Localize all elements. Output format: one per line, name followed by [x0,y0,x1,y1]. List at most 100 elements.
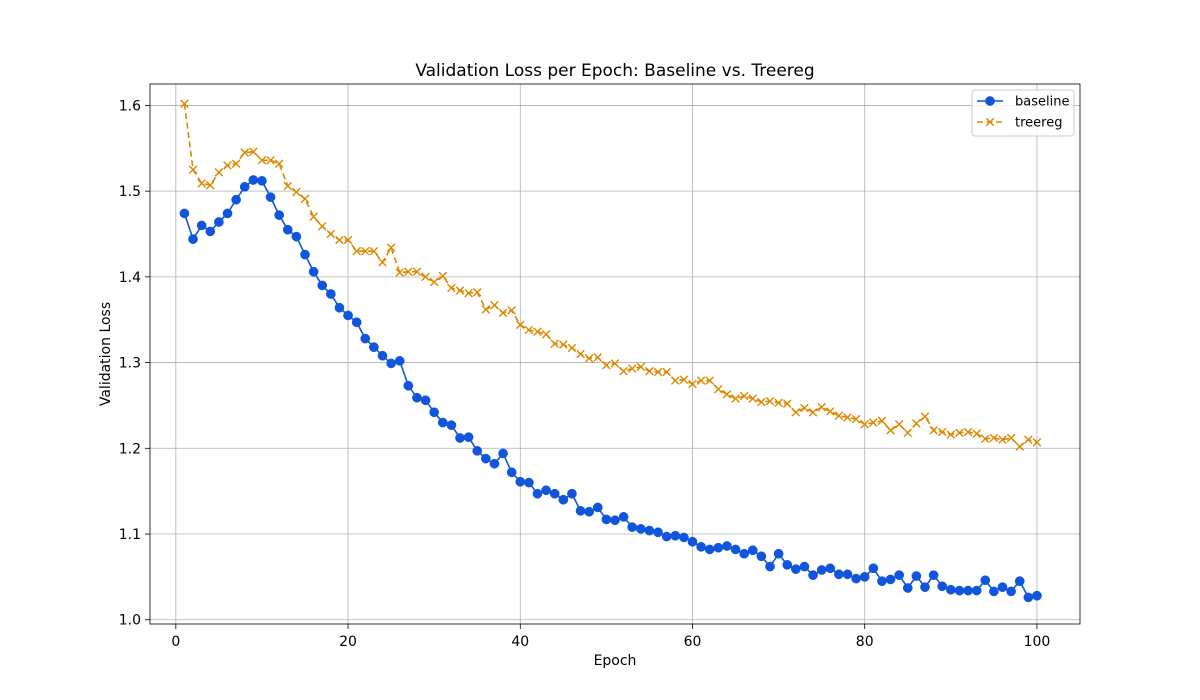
baseline-point [747,545,758,556]
baseline-point [713,542,724,553]
baseline-point [317,280,328,291]
treereg-point [877,416,887,426]
y-tick-label: 1.0 [119,613,141,629]
baseline-point [679,532,689,543]
baseline-point [558,494,569,505]
baseline-point [971,585,982,596]
treereg-point [843,413,852,422]
treereg-point [421,272,430,282]
baseline-point [300,249,310,260]
baseline-point [429,407,440,418]
baseline-point [730,544,741,555]
treereg-point [274,159,284,169]
treereg-point [980,434,990,444]
treereg-point [757,397,766,407]
baseline-point [799,561,810,572]
legend-marker [985,117,995,127]
baseline-point [489,458,500,469]
baseline-point [704,544,715,555]
treereg-point [214,167,224,177]
treereg-point [188,165,198,175]
treereg-point [386,243,396,253]
treereg-point [714,384,723,394]
treereg-point [438,271,448,281]
treereg-point [1024,435,1033,445]
x-tick-label: 80 [856,634,874,650]
treereg-point [559,340,568,349]
baseline-point [877,576,887,586]
baseline-point [902,583,913,593]
baseline-point [601,514,612,525]
baseline-point [282,224,293,235]
baseline-point [420,395,431,406]
baseline-point [179,208,190,219]
treereg-point [696,376,706,385]
treereg-point [610,359,620,368]
treereg-point [464,288,473,298]
treereg-point [602,360,611,370]
treereg-point [705,376,715,385]
treereg-point [834,411,844,421]
treereg-point [266,155,275,165]
treereg-point [946,430,956,439]
baseline-point [412,392,422,403]
baseline-point [885,574,896,585]
treereg-point [869,418,878,427]
treereg-point [205,180,215,190]
baseline-point [773,548,784,559]
plot-series [179,99,1042,603]
treereg-point [817,402,826,412]
baseline-point [739,548,750,559]
treereg-point [309,212,318,222]
baseline-point [222,208,233,219]
baseline-point [868,563,879,574]
treereg-point [541,329,551,339]
y-tick-label: 1.4 [119,270,141,286]
baseline-point [343,310,353,321]
legend: baseline treereg [971,89,1075,137]
treereg-point [180,99,189,109]
baseline-point [248,175,259,185]
treereg-point [636,362,646,372]
baseline-point [928,570,939,580]
baseline-point [463,432,474,442]
treereg-point [524,325,534,335]
treereg-point [903,428,913,438]
legend-label: treereg [1015,116,1062,131]
baseline-point [567,488,577,499]
treereg-point [481,305,491,314]
treereg-point [739,391,749,401]
legend-entry-treereg: treereg [977,116,1062,131]
treereg-point [472,287,482,297]
treereg-point [412,267,422,277]
treereg-point [765,396,775,406]
x-axis-label: Epoch [594,653,637,669]
baseline-point [842,569,853,580]
treereg-point [679,375,689,385]
treereg-point [1006,433,1016,443]
baseline-point [541,485,551,496]
treereg-point [369,246,379,256]
treereg-point [937,427,947,437]
treereg-point [998,435,1007,445]
treereg-point [886,425,895,435]
y-tick-label: 1.5 [119,184,141,200]
treereg-point [688,379,697,389]
legend-marker [985,96,995,106]
y-axis-label: Validation Loss [98,302,114,406]
treereg-point [791,407,801,417]
treereg-point [343,235,353,245]
treereg-point [498,308,508,318]
baseline-point [722,541,732,551]
treereg-point [731,394,740,403]
baseline-point [188,234,198,244]
treereg-point [593,353,603,362]
baseline-point [687,536,698,547]
baseline-point [394,356,405,366]
x-tick-label: 0 [171,634,180,650]
baseline-point [963,585,973,596]
baseline-point [506,467,517,478]
treereg-point [1032,437,1042,447]
treereg-point [955,428,964,438]
baseline-point [644,525,655,536]
